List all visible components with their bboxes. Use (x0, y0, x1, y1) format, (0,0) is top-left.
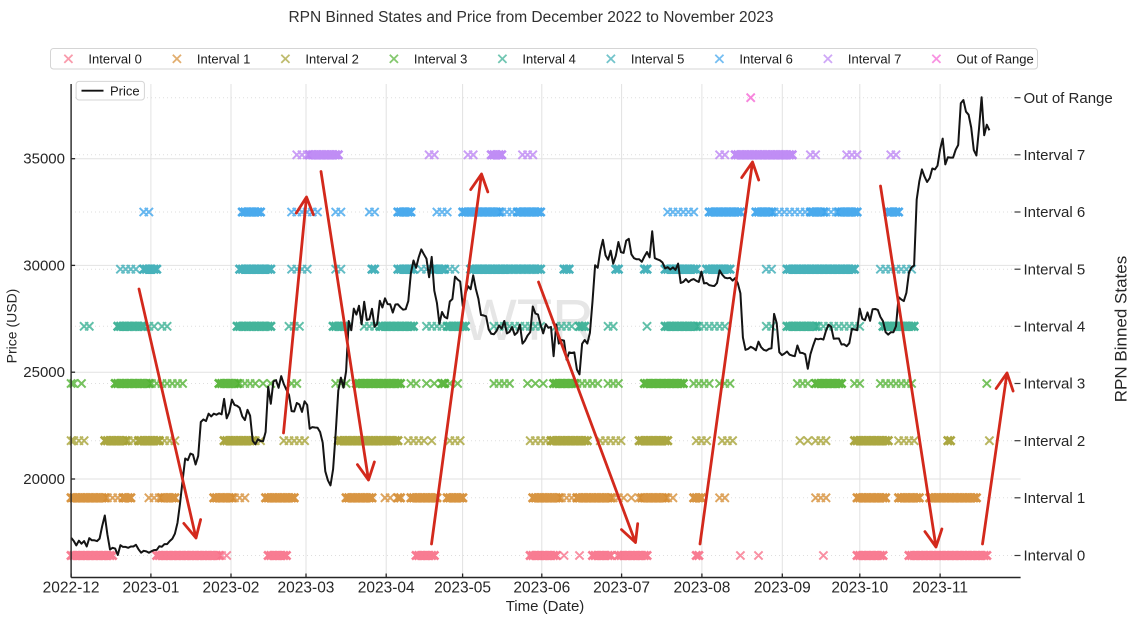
svg-text:Interval 5: Interval 5 (1024, 261, 1086, 278)
svg-text:Interval 1: Interval 1 (1024, 490, 1086, 507)
svg-text:Out of Range: Out of Range (956, 51, 1033, 66)
svg-text:Interval 4: Interval 4 (522, 51, 575, 66)
svg-text:Interval 7: Interval 7 (848, 51, 901, 66)
svg-text:2022-12: 2022-12 (43, 580, 100, 597)
svg-text:Interval 3: Interval 3 (414, 51, 467, 66)
svg-text:Interval 3: Interval 3 (1024, 376, 1086, 393)
svg-text:Interval 1: Interval 1 (197, 51, 250, 66)
svg-text:2023-11: 2023-11 (912, 580, 968, 597)
svg-text:Interval 2: Interval 2 (305, 51, 358, 66)
svg-text:Interval 4: Interval 4 (1024, 319, 1086, 336)
svg-text:Interval 0: Interval 0 (88, 51, 141, 66)
svg-text:35000: 35000 (23, 151, 65, 168)
svg-text:Price (USD): Price (USD) (4, 289, 20, 364)
svg-text:Time (Date): Time (Date) (506, 598, 585, 615)
svg-text:2023-07: 2023-07 (593, 580, 650, 597)
svg-text:2023-02: 2023-02 (203, 580, 260, 597)
svg-text:2023-05: 2023-05 (434, 580, 491, 597)
svg-text:2023-10: 2023-10 (831, 580, 888, 597)
svg-text:20000: 20000 (23, 471, 65, 488)
svg-text:2023-08: 2023-08 (673, 580, 730, 597)
svg-text:Interval 7: Interval 7 (1024, 147, 1086, 164)
svg-text:30000: 30000 (23, 257, 65, 274)
svg-text:Interval 6: Interval 6 (1024, 204, 1086, 221)
svg-text:Interval 5: Interval 5 (631, 51, 684, 66)
svg-text:2023-01: 2023-01 (122, 580, 179, 597)
svg-text:Interval 6: Interval 6 (739, 51, 792, 66)
svg-text:Interval 2: Interval 2 (1024, 433, 1086, 450)
svg-text:Interval 0: Interval 0 (1024, 548, 1086, 565)
svg-text:RPN Binned States and Price fr: RPN Binned States and Price from Decembe… (288, 9, 773, 26)
svg-text:2023-09: 2023-09 (754, 580, 811, 597)
svg-text:RPN Binned States: RPN Binned States (1112, 256, 1131, 402)
svg-text:2023-03: 2023-03 (278, 580, 335, 597)
svg-text:Out of Range: Out of Range (1024, 90, 1113, 107)
svg-text:2023-06: 2023-06 (513, 580, 570, 597)
svg-text:2023-04: 2023-04 (358, 580, 415, 597)
svg-text:WTR: WTR (462, 288, 594, 353)
svg-text:Price: Price (110, 83, 140, 98)
svg-text:25000: 25000 (23, 364, 65, 381)
